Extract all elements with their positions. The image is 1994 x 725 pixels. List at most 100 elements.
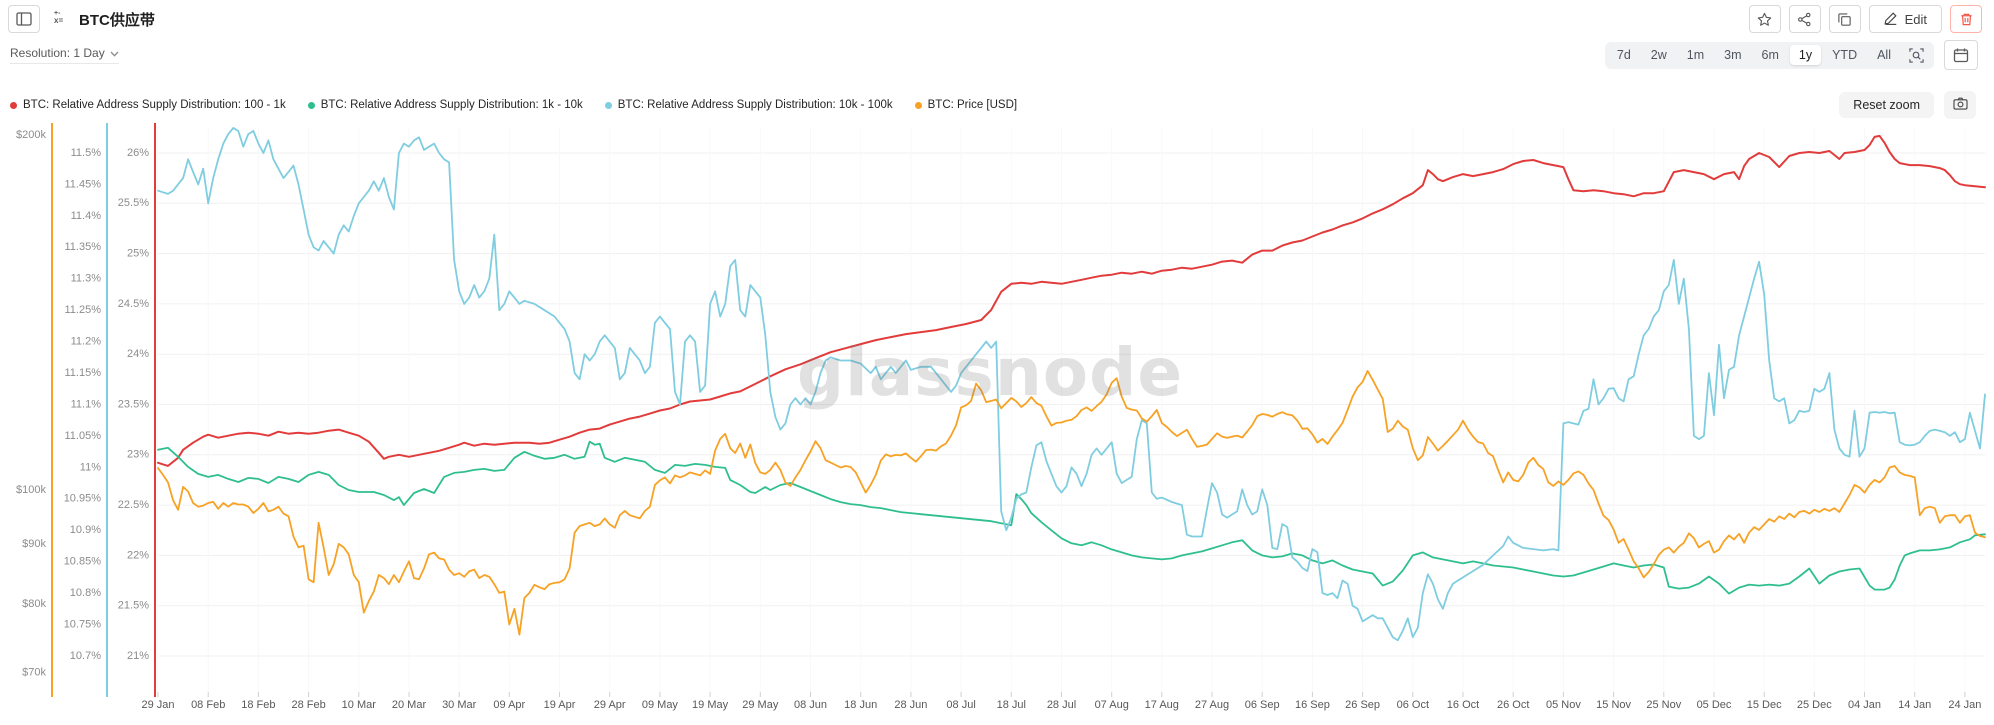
series-line-0[interactable] bbox=[157, 134, 1986, 467]
camera-icon bbox=[1952, 97, 1968, 113]
x-tick-label: 14 Jan bbox=[1898, 699, 1931, 711]
x-tick-label: 04 Jan bbox=[1848, 699, 1881, 711]
range-button-1y[interactable]: 1y bbox=[1789, 45, 1822, 65]
x-tick-label: 15 Dec bbox=[1747, 699, 1782, 711]
x-tick-label: 17 Aug bbox=[1145, 699, 1179, 711]
x-tick-label: 29 Apr bbox=[594, 699, 626, 711]
legend-item-price[interactable]: BTC: Price [USD] bbox=[914, 99, 1018, 111]
pct-narrow-axis-label: 11.3% bbox=[71, 273, 102, 285]
pct-wide-axis-label: 24% bbox=[127, 348, 149, 360]
range-button-group: 7d 2w 1m 3m 6m 1y YTD All bbox=[1604, 41, 1934, 69]
pct-wide-axis-label: 25% bbox=[127, 248, 149, 260]
share-icon bbox=[1797, 12, 1812, 27]
pct-narrow-axis-label: 11.45% bbox=[65, 178, 102, 190]
pct-wide-axis-label: 22% bbox=[127, 549, 149, 561]
price-axis-label: $200k bbox=[16, 129, 46, 141]
legend-dot-orange bbox=[914, 101, 922, 109]
pct-wide-axis-label: 22.5% bbox=[118, 499, 149, 511]
pct-narrow-axis-label: 11% bbox=[80, 461, 101, 473]
svg-text:x=: x= bbox=[54, 16, 63, 24]
x-tick-label: 26 Oct bbox=[1497, 699, 1529, 711]
resolution-dropdown[interactable]: Resolution: 1 Day bbox=[10, 46, 119, 64]
zoom-area-icon[interactable] bbox=[1902, 45, 1931, 66]
svg-text:+-: +- bbox=[54, 10, 61, 17]
legend-label: BTC: Price [USD] bbox=[927, 99, 1018, 111]
price-axis-label: $100k bbox=[16, 484, 46, 496]
x-tick-label: 19 Apr bbox=[544, 699, 576, 711]
screenshot-button[interactable] bbox=[1944, 91, 1976, 119]
range-button-2w[interactable]: 2w bbox=[1642, 45, 1676, 65]
range-button-all[interactable]: All bbox=[1868, 45, 1900, 65]
price-axis-label: $70k bbox=[22, 667, 46, 679]
x-tick-label: 28 Jun bbox=[894, 699, 927, 711]
price-axis-label: $80k bbox=[22, 598, 46, 610]
range-button-ytd[interactable]: YTD bbox=[1823, 45, 1866, 65]
favorite-button[interactable] bbox=[1748, 5, 1781, 33]
series-line-2[interactable] bbox=[157, 127, 1986, 642]
legend-label: BTC: Relative Address Supply Distributio… bbox=[320, 99, 583, 111]
pct-wide-axis-label: 23% bbox=[127, 449, 149, 461]
pct-narrow-axis-label: 11.5% bbox=[71, 147, 102, 159]
chart-actions: Reset zoom bbox=[1839, 91, 1984, 119]
pct-narrow-axis-label: 10.75% bbox=[64, 619, 102, 631]
legend-dot-green bbox=[307, 101, 315, 109]
legend-item-supply-1k-10k[interactable]: BTC: Relative Address Supply Distributio… bbox=[307, 99, 583, 111]
pct-wide-axis-label: 24.5% bbox=[118, 298, 149, 310]
pencil-icon bbox=[1884, 11, 1898, 28]
legend-label: BTC: Relative Address Supply Distributio… bbox=[617, 99, 893, 111]
pct-wide-axis-label: 25.5% bbox=[118, 197, 149, 209]
reset-zoom-button[interactable]: Reset zoom bbox=[1839, 92, 1934, 118]
toolbar: Resolution: 1 Day 7d 2w 1m 3m 6m 1y YTD … bbox=[0, 40, 1994, 70]
copy-icon bbox=[1837, 12, 1852, 27]
panel-collapse-icon bbox=[16, 12, 32, 26]
pct-narrow-axis-label: 11.1% bbox=[71, 398, 102, 410]
share-button[interactable] bbox=[1788, 5, 1821, 33]
x-tick-label: 24 Jan bbox=[1948, 699, 1981, 711]
pct-narrow-axis-label: 10.9% bbox=[70, 524, 101, 536]
pct-narrow-axis-label: 10.85% bbox=[64, 556, 102, 568]
range-button-6m[interactable]: 6m bbox=[1753, 45, 1788, 65]
pct-narrow-axis-label: 11.4% bbox=[71, 210, 102, 222]
collapse-sidebar-button[interactable] bbox=[8, 5, 40, 33]
star-icon bbox=[1757, 12, 1772, 27]
x-tick-label: 29 May bbox=[742, 699, 779, 711]
x-tick-label: 18 Jul bbox=[997, 699, 1026, 711]
legend-item-supply-10k-100k[interactable]: BTC: Relative Address Supply Distributio… bbox=[604, 99, 893, 111]
series-line-1[interactable] bbox=[157, 440, 1986, 595]
pct-narrow-axis-label: 10.7% bbox=[70, 650, 101, 662]
series-line-3[interactable] bbox=[157, 369, 1986, 636]
pct-narrow-axis-label: 10.8% bbox=[70, 587, 101, 599]
pct-narrow-axis-label: 11.2% bbox=[71, 336, 102, 348]
x-tick-label: 08 Feb bbox=[191, 699, 225, 711]
x-tick-label: 28 Jul bbox=[1047, 699, 1076, 711]
range-button-7d[interactable]: 7d bbox=[1608, 45, 1640, 65]
pct-wide-axis-label: 21.5% bbox=[118, 600, 149, 612]
legend-item-supply-100-1k[interactable]: BTC: Relative Address Supply Distributio… bbox=[10, 99, 286, 111]
x-tick-label: 08 Jul bbox=[946, 699, 975, 711]
pct-wide-axis-label: 21% bbox=[127, 650, 149, 662]
range-button-3m[interactable]: 3m bbox=[1715, 45, 1750, 65]
x-tick-label: 18 Jun bbox=[844, 699, 877, 711]
x-tick-label: 18 Feb bbox=[241, 699, 275, 711]
pct-narrow-axis-label: 11.25% bbox=[65, 304, 102, 316]
range-button-1m[interactable]: 1m bbox=[1678, 45, 1713, 65]
x-tick-label: 27 Aug bbox=[1195, 699, 1229, 711]
pct-narrow-axis-label: 11.15% bbox=[65, 367, 102, 379]
duplicate-button[interactable] bbox=[1828, 5, 1861, 33]
price-axis-label: $90k bbox=[22, 538, 46, 550]
x-tick-label: 29 Jan bbox=[141, 699, 174, 711]
x-tick-label: 09 May bbox=[642, 699, 679, 711]
x-tick-label: 06 Oct bbox=[1397, 699, 1429, 711]
pct-wide-axis-label: 26% bbox=[127, 147, 149, 159]
legend-dot-red bbox=[10, 101, 17, 109]
x-tick-label: 06 Sep bbox=[1245, 699, 1280, 711]
delete-button[interactable] bbox=[1950, 5, 1982, 33]
edit-button[interactable]: Edit bbox=[1868, 5, 1942, 33]
pct-narrow-axis-label: 11.35% bbox=[65, 241, 102, 253]
range-controls: 7d 2w 1m 3m 6m 1y YTD All bbox=[1604, 40, 1984, 70]
x-tick-label: 28 Feb bbox=[291, 699, 325, 711]
calendar-button[interactable] bbox=[1944, 40, 1978, 70]
x-tick-label: 15 Nov bbox=[1596, 699, 1631, 711]
